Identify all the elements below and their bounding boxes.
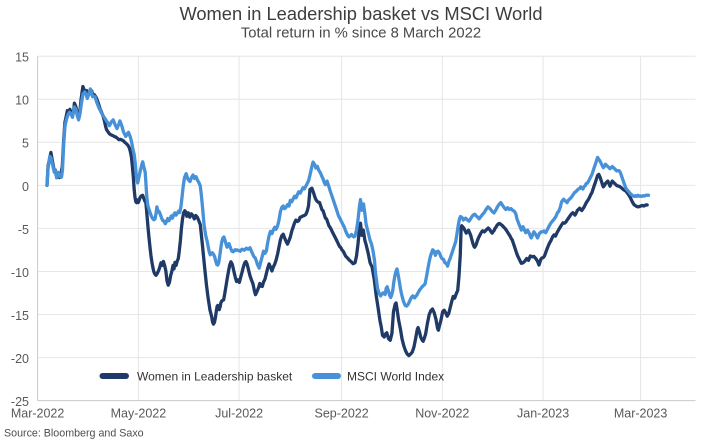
svg-text:MSCI World Index: MSCI World Index [347, 370, 444, 384]
svg-text:-15: -15 [11, 309, 29, 323]
svg-text:5: 5 [22, 137, 29, 151]
svg-text:May-2022: May-2022 [111, 407, 167, 421]
svg-text:-20: -20 [11, 352, 29, 366]
svg-text:Women in Leadership basket: Women in Leadership basket [137, 370, 293, 384]
svg-text:Mar-2023: Mar-2023 [614, 407, 668, 421]
svg-text:10: 10 [15, 94, 29, 108]
svg-text:Jul-2022: Jul-2022 [215, 407, 263, 421]
svg-text:0: 0 [22, 180, 29, 194]
svg-text:Jan-2023: Jan-2023 [517, 407, 569, 421]
svg-text:Mar-2022: Mar-2022 [11, 407, 65, 421]
svg-text:-5: -5 [18, 223, 29, 237]
svg-text:Total return in % since 8 Marc: Total return in % since 8 March 2022 [241, 25, 481, 41]
svg-text:Sep-2022: Sep-2022 [314, 407, 368, 421]
svg-text:15: 15 [15, 51, 29, 65]
svg-text:-10: -10 [11, 266, 29, 280]
svg-text:Nov-2022: Nov-2022 [415, 407, 469, 421]
svg-text:Women in Leadership basket vs: Women in Leadership basket vs MSCI World [179, 3, 542, 24]
svg-text:-25: -25 [11, 395, 29, 409]
svg-text:Source: Bloomberg and Saxo: Source: Bloomberg and Saxo [4, 428, 144, 440]
